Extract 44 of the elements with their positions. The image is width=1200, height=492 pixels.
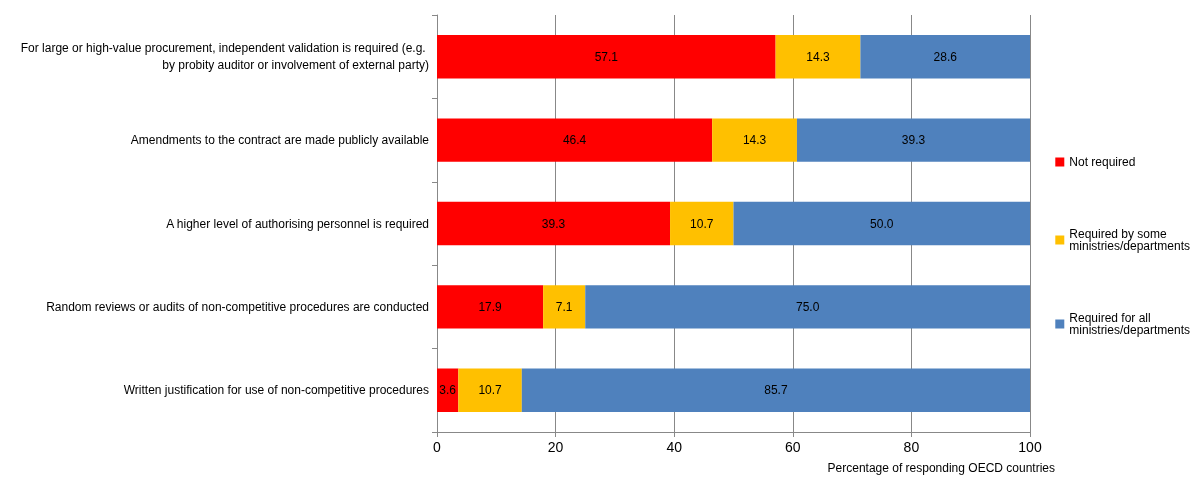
bar [437,35,776,79]
data-label: 39.3 [541,216,566,231]
bar [437,118,713,162]
y-tick-label: Random reviews or audits of non-competitive procedures are conducted [46,299,429,314]
data-label: 10.7 [478,383,503,398]
bar [796,118,1030,162]
data-label: 75.0 [795,299,820,314]
bar [458,368,522,412]
data-label: 3.6 [439,383,457,398]
x-tick-label: 0 [433,439,442,455]
data-label: 17.9 [478,299,503,314]
y-tick-label: Amendments to the contract are made publicly available [130,133,430,148]
data-label: 14.3 [806,49,830,64]
bar [712,118,797,162]
bar [521,368,1030,412]
legend-label: Required by some ministries/departments [1069,227,1191,253]
y-tick-label: Written justification for use of non-competitive procedures [123,383,429,398]
bar [733,201,1030,246]
data-label: 39.3 [901,133,926,148]
bar [437,285,544,329]
y-tick-label: For large or high-value procurement, independent validation is required (e.g. by probity auditor or involvement of external party) [20,41,429,73]
bar [543,285,586,329]
data-label: 28.6 [933,49,958,64]
y-tick-label: A higher level of authorising personnel is required [166,216,429,231]
x-tick-label: 60 [785,439,801,455]
bar [775,35,861,79]
legend-label: Required for all ministries/departments [1069,311,1191,337]
data-label: 14.3 [742,133,767,148]
bar [670,201,734,246]
x-tick-label: 100 [1018,439,1042,455]
x-tick-label: 80 [903,439,920,455]
data-label: 10.7 [690,216,714,231]
bar [437,201,671,246]
x-axis-title: Percentage of responding OECD countries [827,461,1055,475]
data-label: 50.0 [870,216,894,231]
data-label: 85.7 [764,383,788,398]
x-tick-label: 40 [666,439,683,455]
bar [860,35,1030,79]
x-tick-label: 20 [547,439,564,455]
data-label: 46.4 [562,133,587,148]
data-label: 7.1 [555,299,573,314]
data-label: 57.1 [594,49,619,64]
legend-label: Not required [1069,155,1136,169]
bar [585,285,1030,329]
